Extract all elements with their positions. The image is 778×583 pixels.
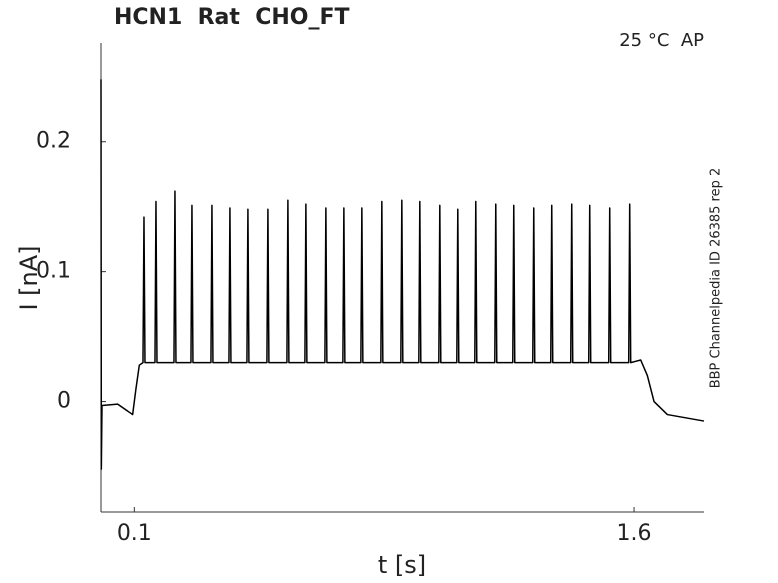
y-tick-label: 0	[57, 389, 71, 414]
y-axis-label: I [nA]	[15, 245, 43, 310]
chart-title: HCN1 Rat CHO_FT	[114, 5, 350, 30]
trace	[100, 79, 705, 470]
y-tick-label: 0.1	[36, 259, 71, 284]
x-axis-label: t [s]	[378, 551, 426, 579]
x-tick-label: 1.6	[617, 521, 652, 546]
annotation: 25 °C AP	[619, 30, 704, 51]
y-tick-label: 0.2	[36, 129, 71, 154]
x-tick-label: 0.1	[117, 521, 152, 546]
side-label: BBP Channelpedia ID 26385 rep 2	[709, 168, 724, 389]
